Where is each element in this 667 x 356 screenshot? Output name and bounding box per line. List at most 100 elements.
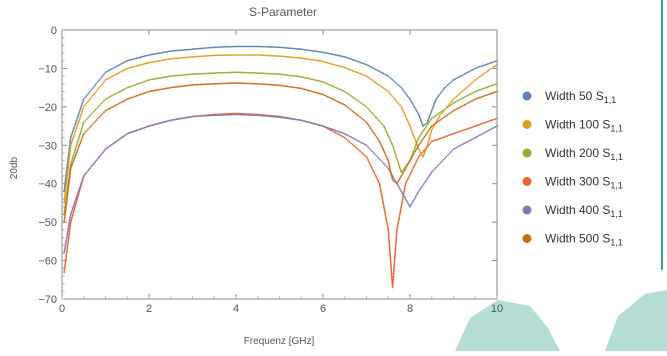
data-point <box>272 46 275 48</box>
data-point <box>158 52 161 54</box>
data-point <box>132 58 135 60</box>
data-point <box>106 97 108 100</box>
data-point <box>208 46 211 49</box>
data-point <box>68 159 70 162</box>
data-point <box>197 115 200 118</box>
data-point <box>144 126 147 129</box>
data-point <box>385 217 388 220</box>
data-point <box>438 112 441 114</box>
data-point <box>320 93 323 96</box>
data-point <box>91 87 94 89</box>
data-point <box>77 140 79 142</box>
data-point <box>496 59 498 62</box>
data-point <box>428 138 431 141</box>
data-point <box>400 86 403 89</box>
data-point <box>326 83 329 85</box>
data-point <box>292 56 295 59</box>
data-point <box>166 50 169 53</box>
data-point <box>381 161 384 164</box>
data-point <box>123 88 126 91</box>
data-point <box>68 175 71 178</box>
data-point <box>398 217 400 220</box>
data-point <box>336 100 338 103</box>
data-point <box>67 228 69 231</box>
data-point <box>72 159 75 162</box>
data-point <box>317 123 320 126</box>
data-point <box>482 122 484 125</box>
data-point <box>280 73 282 76</box>
data-point <box>374 174 377 177</box>
data-point <box>486 93 489 96</box>
data-point <box>312 50 315 52</box>
data-point <box>371 130 374 133</box>
data-point <box>253 82 256 85</box>
data-point <box>403 91 406 93</box>
data-point <box>401 198 404 201</box>
data-point <box>410 129 413 132</box>
data-point <box>96 157 99 160</box>
data-point <box>383 206 385 209</box>
data-point <box>388 165 391 168</box>
data-point <box>439 113 442 116</box>
data-point <box>452 132 455 135</box>
data-point <box>63 250 66 253</box>
data-point <box>281 73 284 76</box>
data-point <box>78 187 81 190</box>
data-point <box>99 154 102 157</box>
data-point <box>154 60 157 63</box>
data-point <box>214 46 217 49</box>
data-point <box>460 130 463 132</box>
data-point <box>422 154 425 157</box>
data-point <box>218 114 220 117</box>
data-point <box>235 71 237 74</box>
data-point <box>437 113 439 115</box>
data-point <box>354 138 357 141</box>
data-point <box>348 135 351 138</box>
data-point <box>431 107 434 110</box>
data-point <box>67 183 70 186</box>
data-point <box>401 88 404 90</box>
data-point <box>222 82 225 85</box>
data-point <box>395 236 398 239</box>
data-point <box>200 83 203 86</box>
data-point <box>386 222 388 225</box>
data-point <box>134 57 136 60</box>
data-point <box>250 114 253 116</box>
data-point <box>342 55 345 58</box>
data-point <box>402 172 404 174</box>
data-point <box>343 66 346 69</box>
data-point <box>81 102 84 105</box>
data-point <box>287 56 290 58</box>
data-point <box>326 95 329 98</box>
data-point <box>236 113 239 116</box>
data-point <box>312 59 315 61</box>
data-point <box>286 74 289 77</box>
data-point <box>303 76 306 79</box>
data-point <box>66 197 68 200</box>
data-point <box>413 135 415 138</box>
data-point <box>65 236 68 239</box>
data-point <box>239 82 242 85</box>
data-point <box>76 141 79 144</box>
data-point <box>247 54 250 56</box>
data-point <box>350 69 352 71</box>
data-point <box>432 116 435 119</box>
data-point <box>393 258 396 261</box>
legend-label: Width 200 S1,1 <box>545 146 623 162</box>
data-point <box>426 131 429 133</box>
data-point <box>492 84 495 86</box>
data-point <box>332 129 335 131</box>
data-point <box>68 219 71 222</box>
data-point <box>233 82 236 84</box>
data-point <box>393 150 396 153</box>
data-point <box>418 149 421 152</box>
data-point <box>241 71 244 74</box>
data-point <box>322 60 324 63</box>
data-point <box>107 69 110 72</box>
data-point <box>391 144 394 147</box>
data-point <box>409 125 411 127</box>
data-point <box>69 147 72 150</box>
legend-label: Width 50 S1,1 <box>545 89 616 105</box>
data-point <box>64 189 67 192</box>
data-point <box>84 119 87 122</box>
